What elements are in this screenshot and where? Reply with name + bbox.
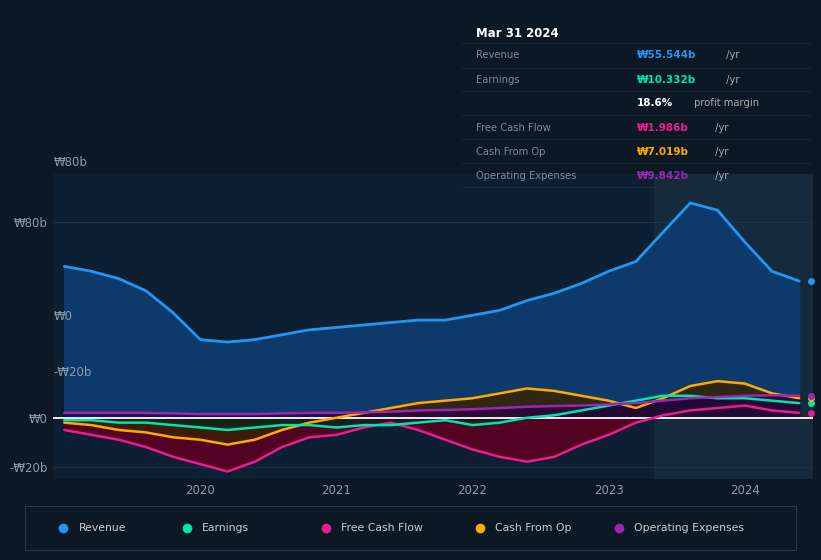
Text: Mar 31 2024: Mar 31 2024 <box>476 27 559 40</box>
Text: Free Cash Flow: Free Cash Flow <box>476 123 551 133</box>
Text: ₩9.842b: ₩9.842b <box>637 171 689 181</box>
Text: Free Cash Flow: Free Cash Flow <box>341 523 423 533</box>
Text: ₩1.986b: ₩1.986b <box>637 123 689 133</box>
Text: /yr: /yr <box>713 171 729 181</box>
Text: -₩20b: -₩20b <box>53 366 92 379</box>
Text: ₩0: ₩0 <box>53 310 72 323</box>
Text: /yr: /yr <box>713 147 729 157</box>
Text: profit margin: profit margin <box>690 98 759 108</box>
Text: Earnings: Earnings <box>476 74 520 85</box>
Text: ₩10.332b: ₩10.332b <box>637 74 696 85</box>
Text: /yr: /yr <box>723 50 740 60</box>
Text: ₩7.019b: ₩7.019b <box>637 147 689 157</box>
Text: ₩55.544b: ₩55.544b <box>637 50 696 60</box>
Text: Revenue: Revenue <box>79 523 126 533</box>
Text: Operating Expenses: Operating Expenses <box>635 523 745 533</box>
Text: Revenue: Revenue <box>476 50 520 60</box>
Text: Earnings: Earnings <box>202 523 250 533</box>
Text: 18.6%: 18.6% <box>637 98 673 108</box>
Text: Cash From Op: Cash From Op <box>495 523 572 533</box>
Text: /yr: /yr <box>713 123 729 133</box>
Text: ₩80b: ₩80b <box>53 156 87 169</box>
Bar <box>654 174 813 479</box>
Text: /yr: /yr <box>723 74 740 85</box>
Text: Cash From Op: Cash From Op <box>476 147 546 157</box>
Text: Operating Expenses: Operating Expenses <box>476 171 576 181</box>
